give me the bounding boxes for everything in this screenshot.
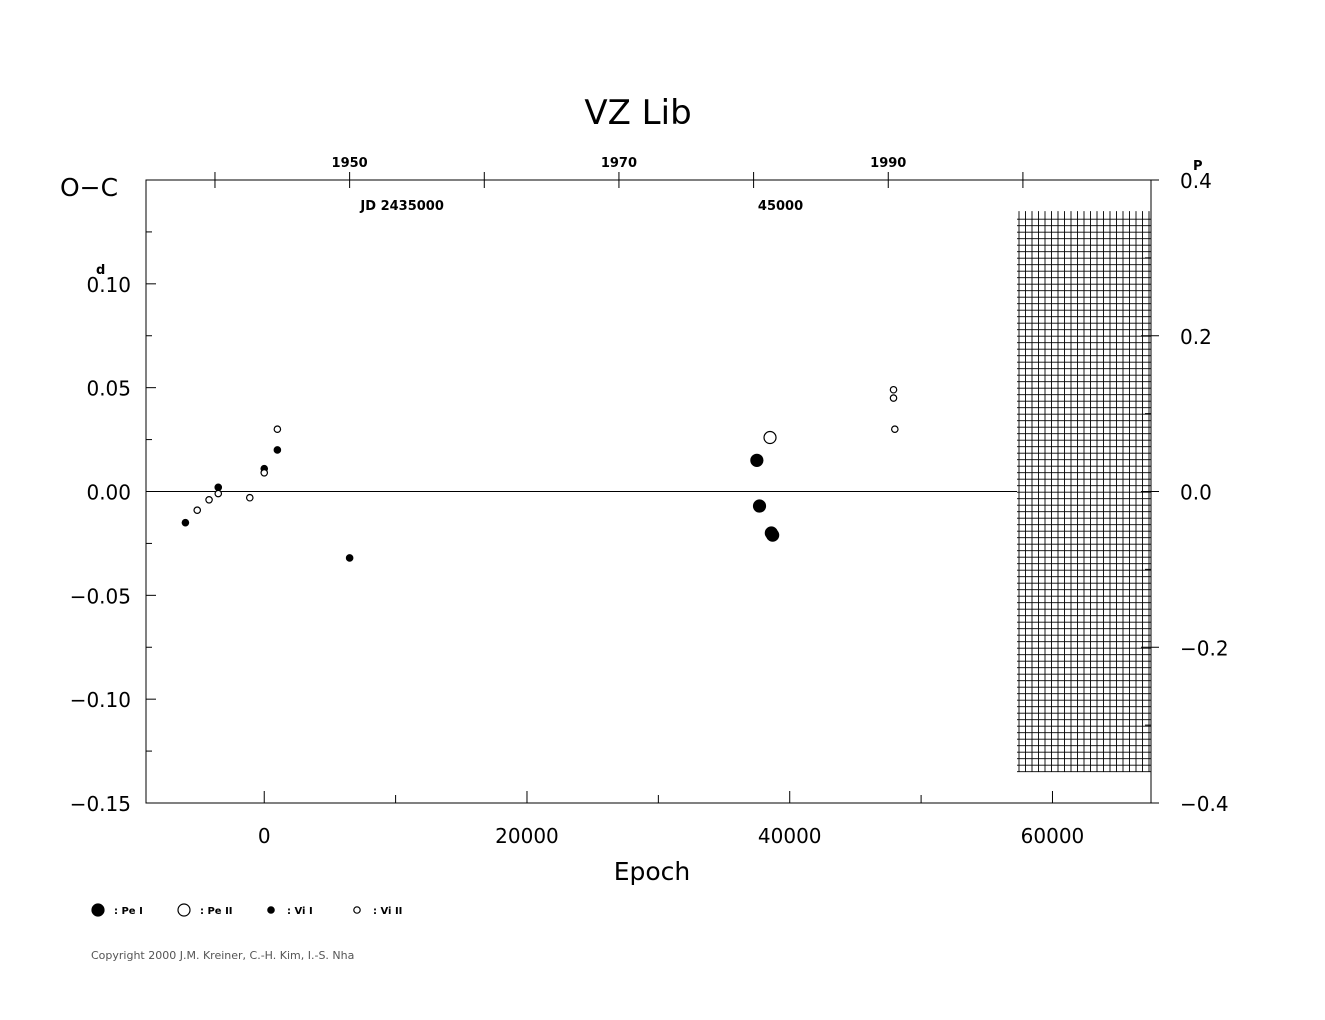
y-tick-label: 0.05 (86, 377, 131, 401)
point-vi-ii (245, 493, 254, 502)
x-tick-label: 60000 (1021, 824, 1085, 848)
y-axis-label: O−C (60, 173, 118, 202)
point-vi-ii (889, 385, 898, 394)
data-points (181, 385, 899, 562)
top-jd-label: JD 2435000 (359, 199, 443, 214)
point-vi-ii (889, 394, 898, 402)
top-jd-label: 45000 (758, 199, 803, 214)
right-y-tick-label: 0.0 (1180, 481, 1212, 505)
legend: : Pe I : Pe II : Vi I : Vi II (91, 903, 402, 917)
point-vi-ii (273, 425, 282, 434)
axes: 0.10 0.05 0.00 −0.05 −0.10 −0.15 d 0.4 0.2 0.0 −0.… (70, 156, 1229, 848)
right-y-tick-label: 0.4 (1180, 169, 1212, 193)
right-y-tick-label: −0.2 (1180, 636, 1229, 660)
point-vi-i (345, 554, 354, 562)
x-tick-label: 20000 (495, 824, 559, 848)
legend-marker (353, 906, 361, 914)
point-vi-ii (260, 469, 269, 477)
legend-marker (91, 903, 105, 917)
x-tick-label: 40000 (758, 824, 822, 848)
right-y-tick-label: 0.2 (1180, 325, 1212, 349)
right-y-unit-superscript: P (1193, 159, 1203, 174)
legend-label: : Vi II (373, 906, 402, 917)
y-unit-superscript: d (96, 263, 105, 278)
y-tick-label: −0.15 (70, 792, 131, 816)
x-axis-label: Epoch (614, 857, 691, 886)
legend-label: : Pe II (200, 906, 233, 917)
y-tick-label: −0.10 (70, 688, 131, 712)
point-vi-ii (193, 506, 202, 514)
point-pe-i (752, 499, 767, 513)
copyright-note: Copyright 2000 J.M. Kreiner, C.-H. Kim, … (91, 949, 355, 962)
point-pe-i (766, 528, 780, 542)
top-year-label: 1950 (332, 156, 368, 171)
legend-marker (177, 903, 191, 917)
top-year-label: 1990 (870, 156, 906, 171)
y-tick-label: 0.00 (86, 481, 131, 505)
legend-label: : Pe I (114, 906, 143, 917)
y-tick-label: 0.10 (86, 273, 131, 297)
hatched-region (1017, 211, 1151, 773)
point-vi-i (214, 483, 223, 492)
point-pe-i (750, 453, 764, 467)
right-y-tick-label: −0.4 (1180, 792, 1229, 816)
x-tick-label: 0 (258, 824, 271, 848)
chart-title: VZ Lib (584, 93, 691, 133)
point-vi-i (181, 518, 190, 527)
legend-label: : Vi I (287, 906, 313, 917)
point-vi-ii (891, 425, 899, 434)
y-tick-label: −0.05 (70, 584, 131, 608)
point-pe-ii (763, 430, 777, 445)
point-vi-ii (214, 489, 223, 498)
top-year-label: 1970 (601, 156, 637, 171)
legend-marker (267, 906, 275, 914)
point-vi-ii (205, 496, 213, 504)
point-vi-i (273, 446, 282, 454)
